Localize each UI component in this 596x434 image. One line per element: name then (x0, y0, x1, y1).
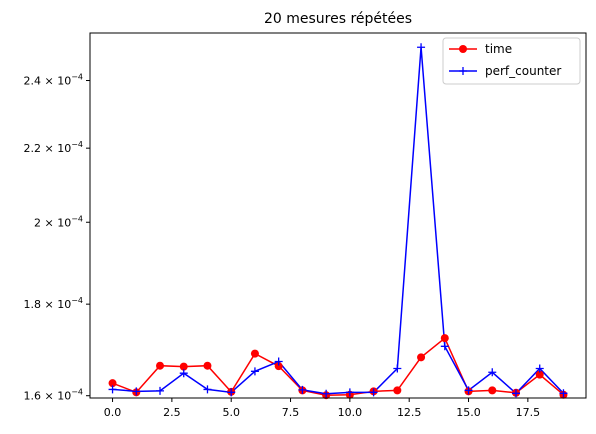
plot-lines (112, 47, 564, 396)
x-tick-label: 7.5 (282, 406, 300, 419)
y-tick-label: 1.8 × 10−4 (24, 296, 84, 311)
data-point (322, 389, 331, 398)
y-tick-label: 2.4 × 10−4 (24, 73, 84, 88)
data-point (250, 349, 259, 358)
data-point (179, 362, 188, 371)
x-tick-label: 0.0 (104, 406, 122, 419)
x-tick-label: 17.5 (516, 406, 541, 419)
data-point (108, 379, 117, 388)
y-tick-label: 2.2 × 10−4 (24, 140, 84, 155)
x-tick-label: 12.5 (397, 406, 422, 419)
data-point (417, 43, 426, 52)
data-point (108, 385, 117, 394)
x-tick-label: 5.0 (222, 406, 240, 419)
series-line-perf-counter (112, 47, 564, 395)
data-point (203, 385, 212, 394)
data-point (535, 370, 544, 379)
data-point (440, 334, 449, 343)
data-point (464, 386, 473, 395)
data-point (393, 364, 402, 373)
legend: time perf_counter (442, 37, 581, 85)
y-tick-label: 2 × 10−4 (34, 214, 83, 229)
data-point (274, 362, 283, 371)
data-point (250, 367, 259, 376)
data-point (488, 368, 497, 377)
data-point (298, 385, 307, 394)
data-point (369, 388, 378, 397)
data-point (179, 369, 188, 378)
plot-markers (108, 43, 568, 400)
data-point (393, 386, 402, 395)
x-tick-label: 15.0 (456, 406, 481, 419)
data-point (559, 389, 568, 398)
legend-label: time (485, 42, 512, 56)
x-axis: 0.0 2.5 5.0 7.5 10.0 12.5 15.0 17.5 (104, 398, 540, 419)
plot-frame (89, 32, 587, 399)
data-point (417, 353, 426, 362)
data-point (227, 388, 236, 397)
chart-title: 20 mesures répétées (264, 11, 412, 27)
data-point (440, 342, 449, 351)
x-tick-label: 2.5 (163, 406, 181, 419)
x-tick-label: 10.0 (338, 406, 363, 419)
data-point (132, 387, 141, 396)
y-axis: 1.6 × 10−4 1.8 × 10−4 2 × 10−4 2.2 × 10−4 2.… (24, 73, 90, 403)
data-point (203, 361, 212, 370)
legend-marker (459, 67, 467, 75)
legend-marker (459, 45, 467, 53)
y-tick-label: 1.6 × 10−4 (24, 388, 84, 403)
legend-box (442, 37, 581, 85)
data-point (345, 388, 354, 397)
data-point (156, 386, 165, 395)
data-point (511, 389, 520, 398)
data-point (274, 357, 283, 366)
legend-label: perf_counter (485, 64, 561, 78)
data-point (156, 361, 165, 370)
data-point (535, 364, 544, 373)
data-point (488, 386, 497, 395)
